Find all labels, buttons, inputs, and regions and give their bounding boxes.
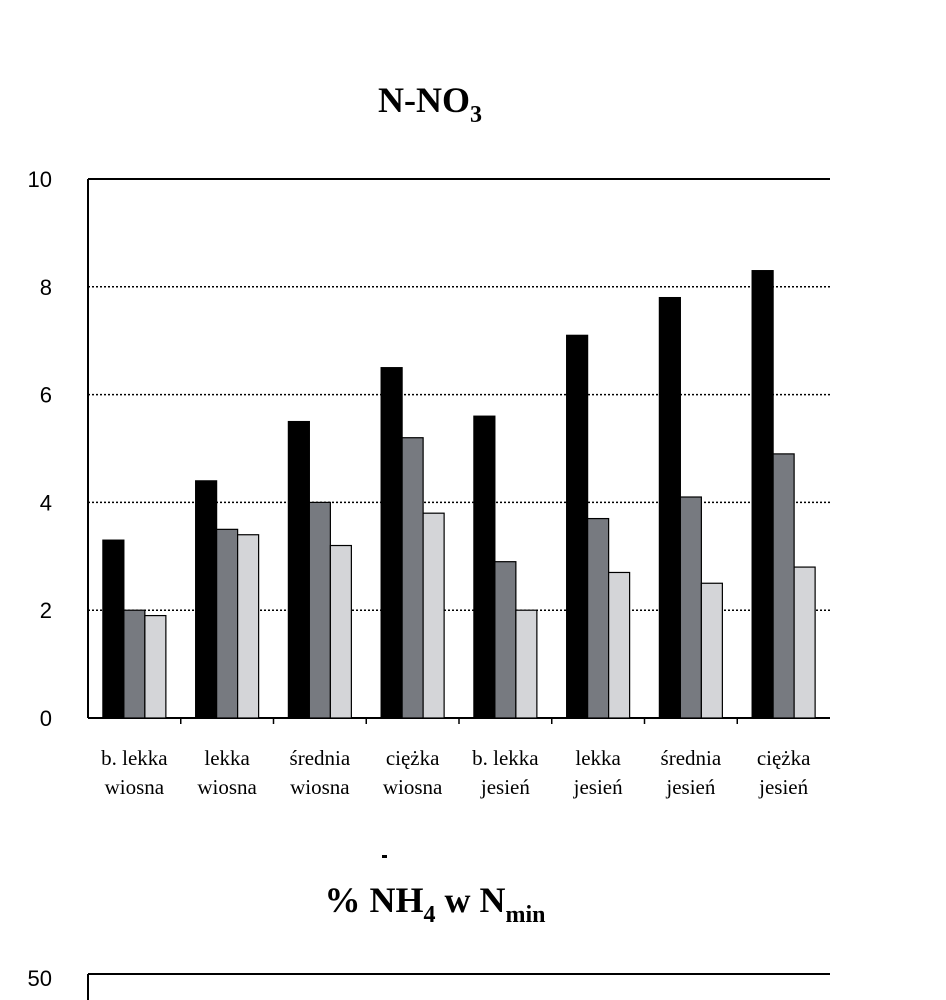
bar xyxy=(287,420,310,719)
bar xyxy=(494,561,517,719)
category-label: wiosna xyxy=(290,775,350,799)
chart2-title: % NH4 w Nmin xyxy=(324,880,545,928)
bar xyxy=(515,609,538,719)
bar xyxy=(123,609,146,719)
bar xyxy=(237,534,260,719)
bar xyxy=(380,367,403,719)
bar xyxy=(102,539,125,719)
bar xyxy=(401,437,424,719)
category-label: średnia xyxy=(290,746,351,770)
chart2-ytick-label: 50 xyxy=(28,966,52,991)
bar xyxy=(195,480,218,719)
bar xyxy=(566,334,589,719)
category-label: średnia xyxy=(661,746,722,770)
chart1-plot: 0 2 4 6 8 10 b. lekka wiosna lekka wiosna średnia w… xyxy=(28,167,830,799)
bar xyxy=(751,270,774,719)
bar xyxy=(144,614,167,719)
ytick-label: 10 xyxy=(28,167,52,192)
bar xyxy=(793,566,816,719)
bar xyxy=(700,582,723,719)
category-label: b. lekka xyxy=(472,746,539,770)
bar xyxy=(608,571,631,719)
category-label: wiosna xyxy=(383,775,443,799)
category-label: jesień xyxy=(480,775,530,799)
category-label: b. lekka xyxy=(101,746,168,770)
bar xyxy=(679,496,702,719)
bar xyxy=(329,544,352,719)
category-label: wiosna xyxy=(105,775,165,799)
bar xyxy=(308,501,331,719)
bar xyxy=(422,512,445,719)
category-label: lekka xyxy=(575,746,621,770)
ytick-label: 4 xyxy=(40,490,52,515)
bar xyxy=(587,517,610,719)
bar xyxy=(216,528,239,719)
stray-mark xyxy=(382,855,387,858)
bar xyxy=(473,415,496,719)
category-label: lekka xyxy=(204,746,250,770)
ytick-label: 8 xyxy=(40,275,52,300)
bar xyxy=(772,453,795,719)
bar xyxy=(658,296,681,719)
category-label: jesień xyxy=(573,775,623,799)
category-label: wiosna xyxy=(197,775,257,799)
category-label: jesień xyxy=(758,775,808,799)
ytick-label: 2 xyxy=(40,598,52,623)
ytick-label: 0 xyxy=(40,706,52,731)
ytick-label: 6 xyxy=(40,383,52,408)
category-label: ciężka xyxy=(386,746,440,770)
category-label: jesień xyxy=(665,775,715,799)
category-label: ciężka xyxy=(757,746,811,770)
chart1-title: N-NO3 xyxy=(378,80,482,128)
